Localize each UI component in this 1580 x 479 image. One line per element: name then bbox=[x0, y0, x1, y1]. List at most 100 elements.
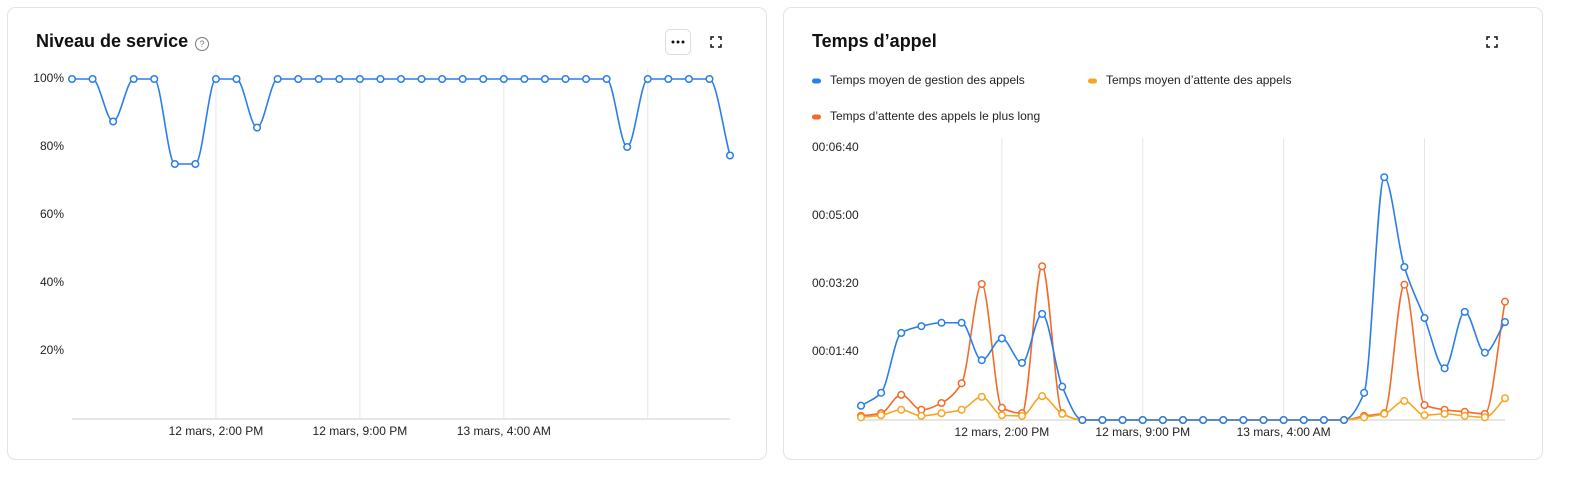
point bbox=[957, 318, 966, 327]
x-tick-label: 12 mars, 2:00 PM bbox=[169, 424, 264, 438]
point bbox=[1440, 364, 1449, 373]
point bbox=[1038, 262, 1047, 271]
point bbox=[479, 74, 488, 84]
point bbox=[897, 405, 906, 414]
legend-swatch bbox=[1088, 78, 1097, 84]
point bbox=[1058, 382, 1067, 391]
point bbox=[582, 74, 591, 84]
point bbox=[997, 411, 1006, 420]
y-tick-label: 00:06:40 bbox=[812, 140, 859, 154]
point bbox=[856, 401, 866, 410]
point bbox=[67, 74, 77, 84]
point bbox=[1017, 358, 1027, 367]
point bbox=[1239, 415, 1248, 425]
point bbox=[1400, 396, 1409, 406]
point bbox=[1078, 415, 1087, 425]
point bbox=[705, 74, 714, 84]
chart-title: Niveau de service bbox=[36, 31, 188, 51]
point bbox=[1058, 409, 1067, 418]
point bbox=[1017, 411, 1027, 420]
point bbox=[1380, 409, 1389, 418]
point bbox=[273, 74, 282, 84]
point bbox=[1360, 413, 1369, 422]
point bbox=[977, 356, 986, 365]
expand-button[interactable] bbox=[1486, 36, 1498, 48]
y-tick-label: 40% bbox=[40, 275, 64, 289]
y-tick-label: 00:01:40 bbox=[812, 344, 859, 358]
x-tick-label: 12 mars, 9:00 PM bbox=[313, 424, 408, 438]
point bbox=[877, 411, 886, 420]
point bbox=[1299, 415, 1308, 425]
point bbox=[1480, 413, 1489, 422]
point bbox=[1219, 415, 1228, 425]
point bbox=[1380, 173, 1389, 182]
point bbox=[856, 413, 866, 422]
legend-swatch bbox=[812, 78, 821, 84]
point bbox=[129, 74, 138, 84]
point bbox=[1440, 409, 1449, 418]
svg-text:?: ? bbox=[199, 39, 204, 49]
point bbox=[191, 159, 200, 169]
point bbox=[1500, 394, 1510, 403]
point bbox=[1360, 388, 1369, 397]
point bbox=[520, 74, 529, 84]
point bbox=[897, 390, 906, 399]
point bbox=[917, 322, 926, 331]
point bbox=[1319, 415, 1328, 425]
point bbox=[1460, 411, 1469, 420]
point bbox=[314, 74, 323, 84]
point bbox=[211, 74, 220, 84]
y-tick-label: 60% bbox=[40, 207, 64, 221]
y-tick-label: 20% bbox=[40, 343, 64, 357]
point bbox=[643, 74, 652, 84]
point bbox=[1138, 415, 1147, 425]
point bbox=[937, 318, 946, 327]
point bbox=[150, 74, 159, 84]
point bbox=[1038, 309, 1047, 318]
point bbox=[1400, 262, 1409, 272]
point bbox=[937, 398, 946, 408]
point bbox=[877, 388, 886, 397]
y-tick-label: 80% bbox=[40, 139, 64, 153]
x-tick-label: 12 mars, 2:00 PM bbox=[955, 425, 1050, 439]
point bbox=[170, 159, 179, 169]
expand-button[interactable] bbox=[710, 36, 722, 48]
point bbox=[725, 151, 735, 160]
point bbox=[417, 74, 426, 84]
line bbox=[860, 176, 1506, 421]
x-tick-label: 13 mars, 4:00 AM bbox=[1237, 425, 1331, 439]
point bbox=[396, 74, 406, 84]
point bbox=[1118, 415, 1127, 425]
point bbox=[602, 74, 611, 84]
y-tick-label: 100% bbox=[33, 71, 64, 85]
point bbox=[957, 379, 966, 388]
point bbox=[376, 74, 385, 84]
more-button[interactable] bbox=[665, 29, 691, 55]
help-icon[interactable]: ? bbox=[195, 37, 209, 51]
point bbox=[937, 409, 946, 418]
point bbox=[355, 74, 364, 84]
point bbox=[1420, 313, 1429, 323]
point bbox=[1500, 318, 1510, 327]
point bbox=[1400, 280, 1409, 289]
point bbox=[623, 142, 632, 152]
point bbox=[1339, 415, 1349, 425]
legend-label: Temps moyen d’attente des appels bbox=[1106, 73, 1291, 87]
point bbox=[1500, 297, 1510, 306]
point bbox=[684, 74, 693, 84]
y-tick-label: 00:03:20 bbox=[812, 276, 859, 290]
point bbox=[499, 74, 508, 84]
point bbox=[1460, 307, 1469, 316]
point bbox=[438, 74, 447, 84]
legend-label: Temps moyen de gestion des appels bbox=[830, 73, 1025, 87]
point bbox=[1279, 415, 1288, 425]
point bbox=[1158, 415, 1167, 425]
point bbox=[109, 117, 118, 126]
point bbox=[917, 411, 926, 420]
point bbox=[1178, 415, 1188, 425]
point bbox=[458, 74, 467, 84]
x-tick-label: 12 mars, 9:00 PM bbox=[1095, 425, 1190, 439]
y-tick-label: 00:05:00 bbox=[812, 208, 859, 222]
